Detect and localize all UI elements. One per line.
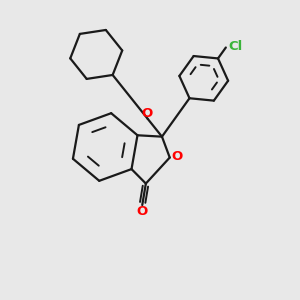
Text: O: O <box>141 107 153 121</box>
Text: O: O <box>172 150 183 163</box>
Text: Cl: Cl <box>228 40 242 53</box>
Text: O: O <box>136 205 148 218</box>
